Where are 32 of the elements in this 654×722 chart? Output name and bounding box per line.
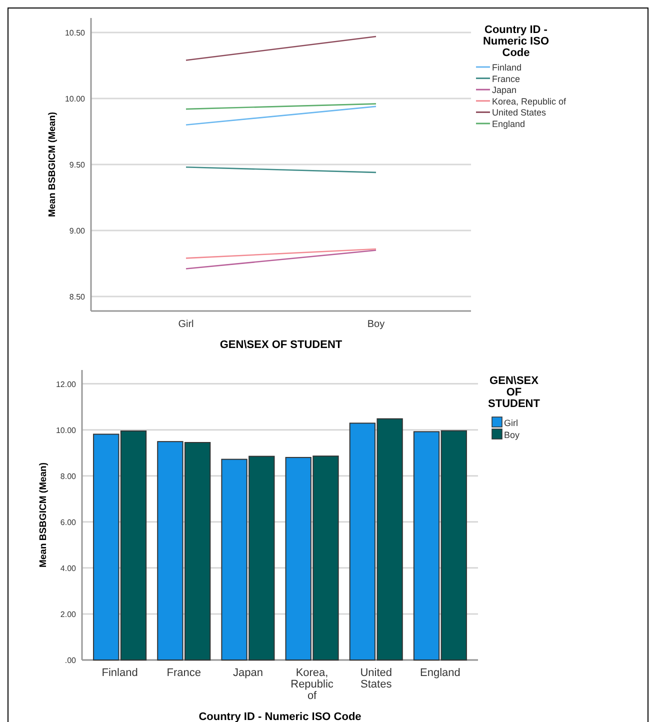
- x-tick-label: Korea, Republic of: [290, 667, 334, 702]
- legend-label: Korea, Republic of: [492, 96, 567, 106]
- legend-label: United States: [492, 108, 547, 118]
- y-tick-label: 10.00: [56, 426, 77, 435]
- x-tick-label: Japan: [232, 667, 263, 679]
- y-tick-label: 9.50: [69, 160, 86, 170]
- y-tick-label: 10.00: [64, 94, 86, 104]
- y-axis-title: Mean BSBGICM (Mean): [38, 462, 49, 568]
- y-tick-label: 12.00: [56, 380, 77, 389]
- legend-label: England: [492, 119, 526, 129]
- y-axis-title: Mean BSBGICM (Mean): [47, 112, 58, 218]
- legend-label: France: [492, 74, 520, 84]
- legend-label: Japan: [492, 85, 517, 96]
- x-tick-label: United States: [360, 667, 392, 690]
- y-tick-label: 6.00: [60, 518, 77, 527]
- x-axis-title: GEN\SEX OF STUDENT: [220, 339, 342, 351]
- y-tick-label: 10.50: [64, 28, 86, 38]
- legend-label: Boy: [504, 430, 520, 440]
- legend-label: Girl: [504, 418, 518, 428]
- x-tick-label: France: [166, 667, 202, 679]
- y-tick-label: .00: [64, 656, 77, 665]
- x-tick-label: England: [420, 667, 460, 679]
- x-axis-title: Country ID - Numeric ISO Code: [198, 711, 362, 722]
- y-tick-label: 4.00: [60, 564, 77, 573]
- x-tick-label: Finland: [102, 667, 138, 679]
- legend-title: Country ID - Numeric ISO Code: [482, 24, 550, 59]
- y-tick-label: 2.00: [60, 610, 77, 619]
- y-tick-label: 8.00: [60, 472, 77, 481]
- y-tick-label: 9.00: [69, 226, 86, 236]
- y-tick-label: 8.50: [69, 292, 86, 302]
- legend-title: GEN\SEX OF STUDENT: [488, 375, 540, 410]
- legend-label: Finland: [492, 62, 522, 72]
